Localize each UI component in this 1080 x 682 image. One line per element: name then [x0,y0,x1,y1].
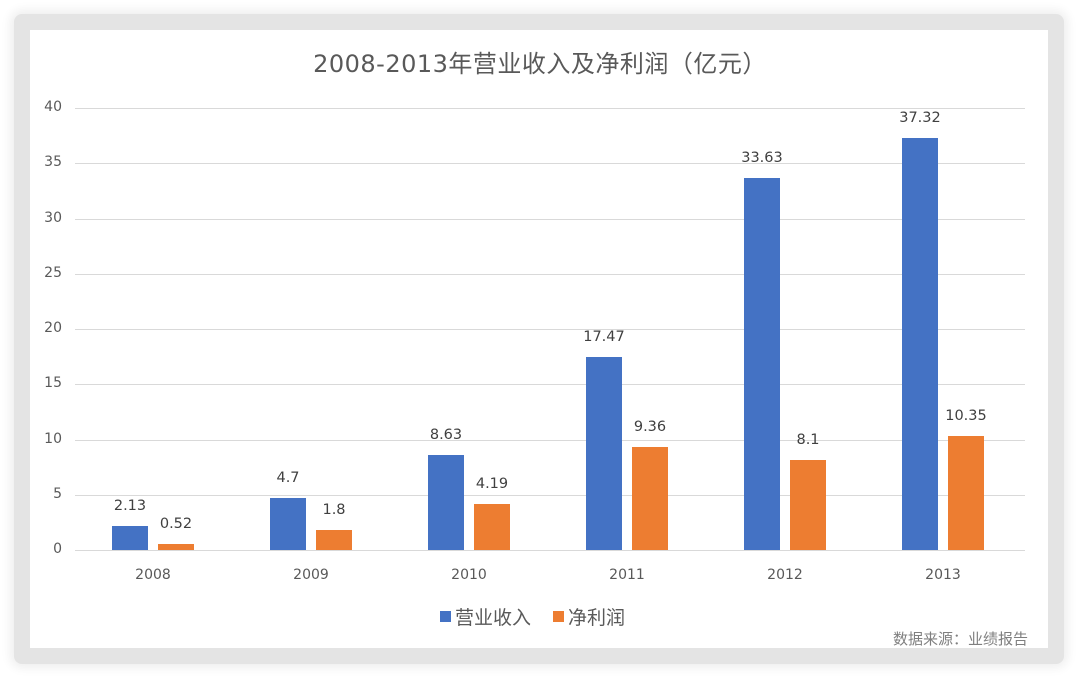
legend-item-net-profit: 净利润 [553,603,625,630]
legend-label-revenue: 营业收入 [455,607,532,629]
revenue-bar-2013 [902,137,938,550]
net-profit-data-label: 4.19 [475,475,509,492]
revenue-bar-2010 [428,454,464,550]
net-profit-bar-2010 [474,503,510,550]
chart-title: 2008-2013年营业收入及净利润（亿元） [313,50,767,78]
net-profit-data-label: 10.35 [945,407,987,424]
x-tick-label: 2008 [135,567,171,583]
x-tick-label: 2013 [925,567,961,583]
x-tick-label: 2012 [767,567,803,583]
y-tick-label: 5 [53,485,62,502]
revenue-data-label: 4.7 [276,470,300,487]
x-tick-label: 2009 [293,567,329,583]
legend: 营业收入 净利润 [440,603,647,630]
revenue-bar-2008 [112,526,148,550]
gridline [75,219,1025,220]
net-profit-data-label: 1.8 [322,502,346,519]
gridline [75,495,1025,496]
net-profit-data-label: 0.52 [159,516,193,533]
net-profit-data-label: 8.1 [796,432,820,449]
legend-swatch-net-profit [553,611,565,622]
net-profit-bar-2012 [790,460,826,550]
legend-item-revenue: 营业收入 [440,603,531,630]
y-tick-label: 25 [44,264,62,281]
chart-card [30,30,1048,648]
data-source-note: 数据来源：业绩报告 [892,630,1028,648]
net-profit-bar-2011 [632,446,668,550]
net-profit-bar-2009 [316,530,352,550]
gridline [75,384,1025,385]
legend-swatch-revenue [440,611,451,622]
y-tick-label: 40 [44,99,62,115]
gridline [75,108,1025,109]
y-tick-label: 15 [44,375,62,392]
x-tick-label: 2011 [609,567,645,583]
revenue-data-label: 37.32 [899,109,941,126]
net-profit-bar-2008 [158,544,194,550]
x-tick-label: 2010 [451,567,487,583]
gridline [75,329,1025,330]
revenue-data-label: 33.63 [741,150,783,167]
revenue-bar-2011 [586,356,622,550]
revenue-bar-2012 [744,178,780,550]
gridline [75,163,1025,164]
net-profit-data-label: 9.36 [633,418,667,435]
y-tick-label: 30 [44,209,62,226]
revenue-data-label: 2.13 [113,498,147,515]
revenue-data-label: 8.63 [429,426,463,443]
y-tick-label: 20 [44,320,62,336]
net-profit-bar-2013 [948,435,984,550]
revenue-data-label: 17.47 [583,328,625,345]
gridline [75,274,1025,275]
y-tick-label: 35 [44,154,62,171]
y-tick-label: 0 [53,541,62,557]
y-tick-label: 10 [44,430,62,447]
gridline [75,550,1025,551]
gridline [75,440,1025,441]
revenue-bar-2009 [270,498,306,550]
legend-label-net-profit: 净利润 [568,607,626,629]
